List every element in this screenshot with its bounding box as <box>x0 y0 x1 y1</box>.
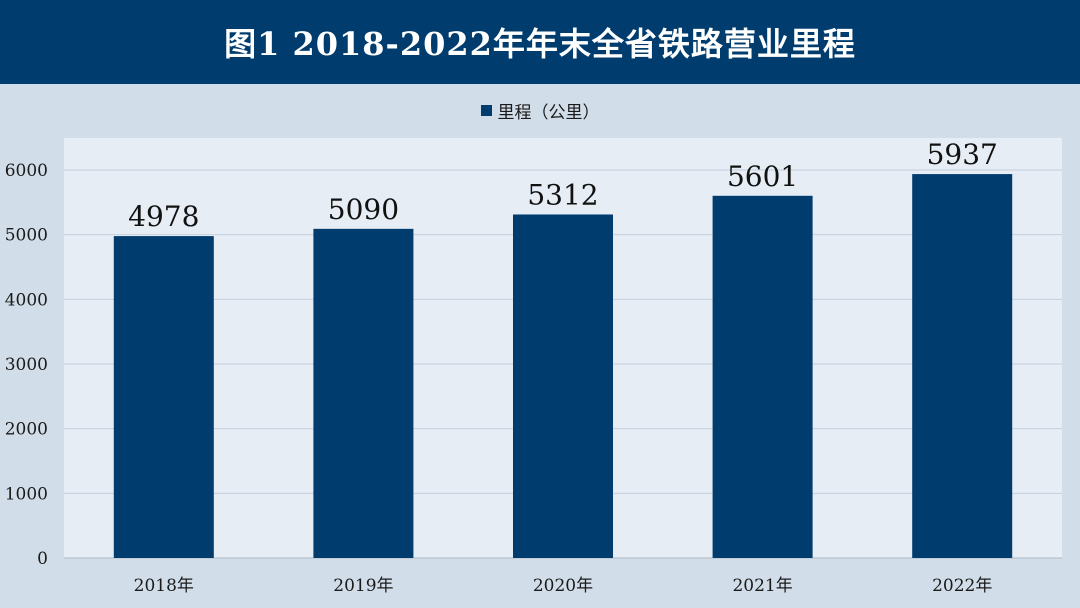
data-label: 5090 <box>328 193 399 226</box>
y-tick-label: 4000 <box>5 290 48 310</box>
data-label: 5312 <box>527 178 598 211</box>
y-axis: 0 1000 2000 3000 4000 5000 6000 <box>5 161 48 569</box>
data-labels: 4978 5090 5312 5601 5937 <box>128 138 998 233</box>
data-label: 4978 <box>128 200 199 233</box>
bar-2 <box>313 228 414 558</box>
x-tick-label: 2022年 <box>932 576 992 596</box>
bar-4 <box>712 195 813 558</box>
data-label: 5601 <box>727 160 798 193</box>
chart-title-bar: 图1 2018-2022年年末全省铁路营业里程 <box>0 0 1080 84</box>
legend: 里程（公里） <box>0 98 1080 123</box>
x-tick-label: 2019年 <box>333 576 393 596</box>
y-tick-label: 0 <box>37 549 48 569</box>
y-tick-label: 1000 <box>5 484 48 504</box>
x-tick-label: 2021年 <box>732 576 792 596</box>
y-tick-label: 3000 <box>5 355 48 375</box>
y-tick-label: 2000 <box>5 420 48 440</box>
bar-1 <box>113 236 214 558</box>
chart-title: 图1 2018-2022年年末全省铁路营业里程 <box>224 25 856 63</box>
x-tick-label: 2020年 <box>533 576 593 596</box>
y-tick-label: 5000 <box>5 226 48 246</box>
legend-swatch <box>480 105 492 116</box>
bar-5 <box>912 174 1013 558</box>
bar-3 <box>513 214 613 558</box>
x-tick-label: 2018年 <box>134 576 194 596</box>
x-axis: 2018年 2019年 2020年 2021年 2022年 <box>134 576 993 596</box>
legend-label: 里程（公里） <box>497 103 600 123</box>
bars <box>113 174 1013 558</box>
y-tick-label: 6000 <box>5 161 48 181</box>
data-label: 5937 <box>927 138 998 171</box>
